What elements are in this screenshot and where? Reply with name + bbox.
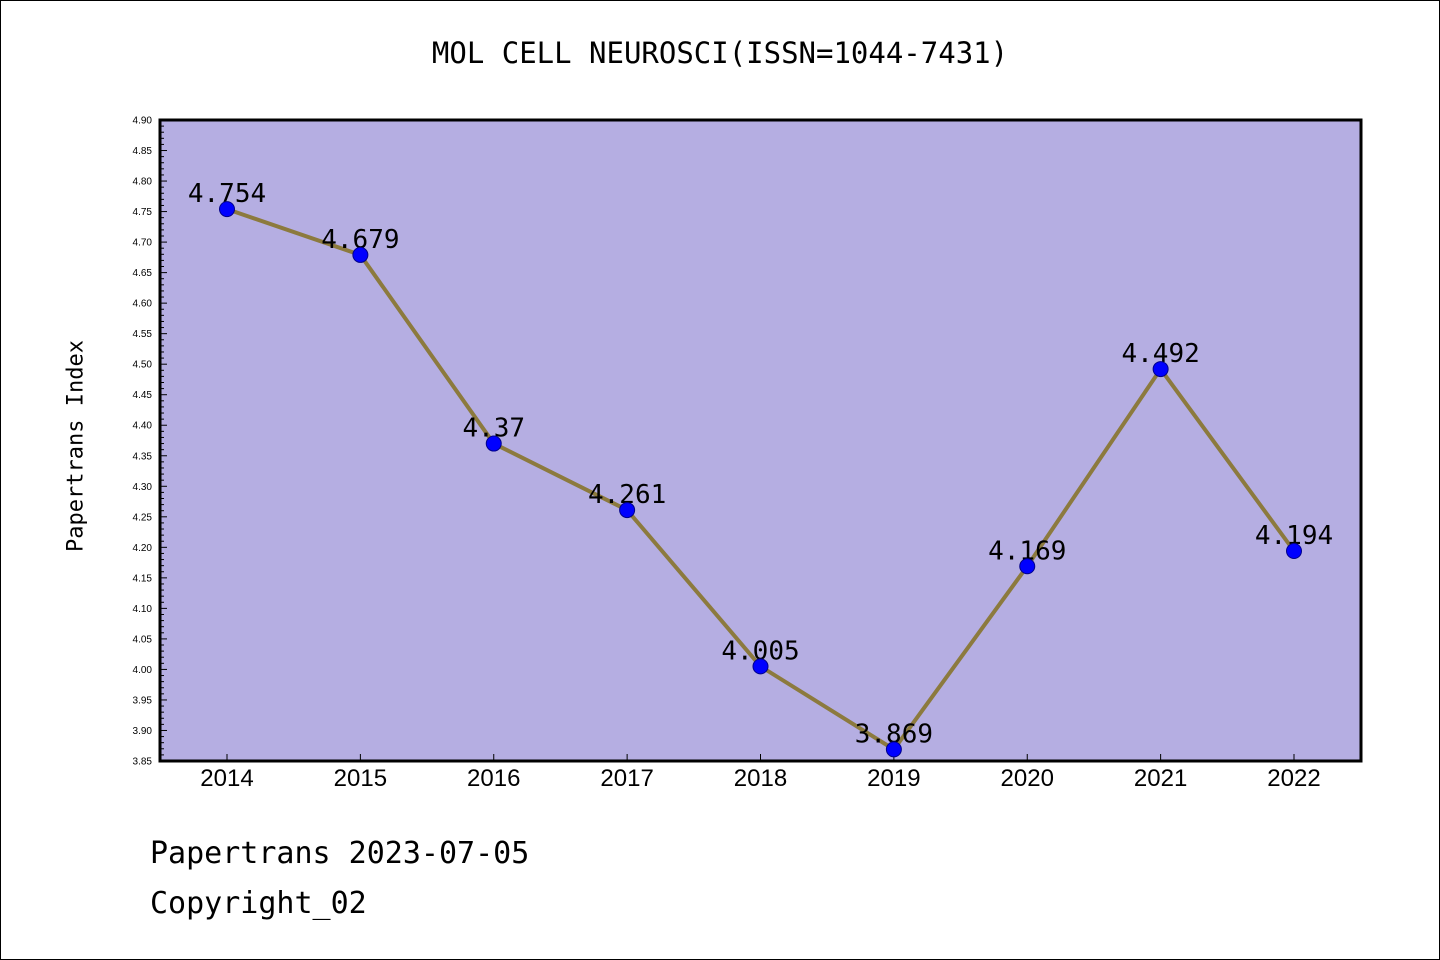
y-tick-label: 4.85 bbox=[133, 146, 153, 157]
x-tick-label: 2018 bbox=[734, 765, 787, 792]
y-tick-label: 4.60 bbox=[133, 299, 153, 310]
y-tick-label: 4.65 bbox=[133, 268, 153, 279]
y-tick-label: 4.30 bbox=[133, 482, 153, 493]
x-tick-label: 2021 bbox=[1134, 765, 1187, 792]
data-point bbox=[352, 246, 369, 263]
x-tick-label: 2022 bbox=[1267, 765, 1320, 792]
plot-area bbox=[160, 120, 1361, 761]
y-tick-label: 4.75 bbox=[133, 207, 153, 218]
data-point bbox=[752, 658, 769, 675]
data-point bbox=[885, 741, 902, 758]
y-tick-label: 4.25 bbox=[133, 512, 153, 523]
plot-border bbox=[158, 118, 1363, 763]
footer-date: Papertrans 2023-07-05 bbox=[150, 836, 530, 871]
y-tick-label: 4.90 bbox=[133, 116, 153, 127]
y-tick-label: 4.40 bbox=[133, 421, 153, 432]
data-point bbox=[1152, 361, 1169, 378]
y-tick-label: 4.20 bbox=[133, 543, 153, 554]
y-tick-label: 4.15 bbox=[133, 573, 153, 584]
y-tick-label: 4.35 bbox=[133, 451, 153, 462]
y-tick-label: 3.85 bbox=[133, 757, 153, 768]
y-tick-label: 4.10 bbox=[133, 604, 153, 615]
x-tick-label: 2017 bbox=[600, 765, 653, 792]
x-tick-label: 2020 bbox=[1001, 765, 1054, 792]
y-tick-label: 4.80 bbox=[133, 177, 153, 188]
data-point bbox=[1019, 558, 1036, 575]
x-tick-label: 2019 bbox=[867, 765, 920, 792]
y-tick-label: 4.45 bbox=[133, 390, 153, 401]
y-tick-label: 4.00 bbox=[133, 665, 153, 676]
x-tick-label: 2015 bbox=[334, 765, 387, 792]
data-point bbox=[619, 502, 636, 519]
y-tick-label: 4.55 bbox=[133, 329, 153, 340]
y-tick-label: 3.95 bbox=[133, 695, 153, 706]
x-tick-label: 2014 bbox=[200, 765, 253, 792]
y-tick-label: 3.90 bbox=[133, 726, 153, 737]
data-point bbox=[485, 435, 502, 452]
x-tick-label: 2016 bbox=[467, 765, 520, 792]
footer-copyright: Copyright_02 bbox=[150, 886, 367, 921]
y-tick-label: 4.70 bbox=[133, 238, 153, 249]
data-point bbox=[219, 201, 235, 218]
y-tick-label: 4.50 bbox=[133, 360, 153, 371]
data-point bbox=[1286, 542, 1302, 559]
y-tick-label: 4.05 bbox=[133, 634, 153, 645]
chart-title: MOL CELL NEUROSCI(ISSN=1044-7431) bbox=[431, 36, 1009, 70]
